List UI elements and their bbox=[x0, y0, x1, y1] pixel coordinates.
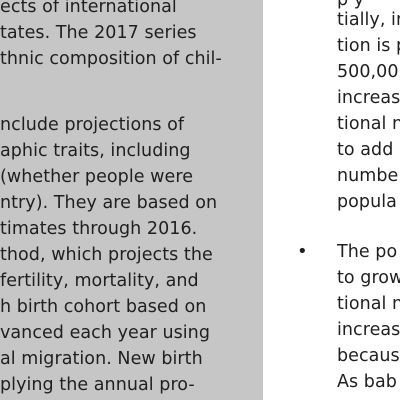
main-text-line: tional n bbox=[337, 294, 400, 314]
main-text-line: tion is p bbox=[337, 36, 400, 56]
sidebar-text-line: h birth cohort based on bbox=[0, 297, 207, 317]
sidebar-text-line: vanced each year using bbox=[0, 323, 210, 343]
main-text-line: becaus bbox=[337, 346, 400, 366]
sidebar-text-line: fertility, mortality, and bbox=[0, 271, 199, 291]
main-text-line: numbe bbox=[337, 166, 399, 186]
sidebar-text-line: timates through 2016. bbox=[0, 219, 198, 239]
bullet-marker: • bbox=[297, 241, 308, 262]
sidebar-text-line: nclude projections of bbox=[0, 115, 185, 135]
main-text-line: The po bbox=[337, 242, 398, 262]
sidebar-text-line: plying the annual pro- bbox=[0, 375, 195, 395]
sidebar-text-line: al migration. New birth bbox=[0, 349, 203, 369]
main-text-line: tially, in bbox=[337, 10, 400, 30]
main-text-line: to grow bbox=[337, 268, 400, 288]
main-text-line: increas bbox=[337, 88, 400, 108]
sidebar-text-line: thnic composition of chil- bbox=[0, 49, 222, 69]
main-text-line: popula bbox=[337, 192, 397, 212]
sidebar-text-line: ntry). They are based on bbox=[0, 193, 218, 213]
sidebar-panel: ects of international tates. The 2017 se… bbox=[0, 0, 263, 400]
sidebar-text-line: (whether people were bbox=[0, 167, 194, 187]
sidebar-text-line: aphic traits, including bbox=[0, 141, 191, 161]
main-text-line: 500,00 bbox=[337, 62, 399, 82]
main-text-line: p y bbox=[337, 0, 365, 10]
main-column: p y tially, in tion is p 500,00 increas … bbox=[263, 0, 400, 400]
sidebar-text-line: ects of international bbox=[0, 0, 177, 17]
main-text-line: increas bbox=[337, 320, 400, 340]
sidebar-text-line: thod, which projects the bbox=[0, 245, 213, 265]
main-text-line: tional n bbox=[337, 114, 400, 134]
sidebar-text-line: tates. The 2017 series bbox=[0, 23, 197, 43]
main-text-line: to add bbox=[337, 140, 394, 160]
main-text-line: As bab bbox=[337, 372, 397, 392]
